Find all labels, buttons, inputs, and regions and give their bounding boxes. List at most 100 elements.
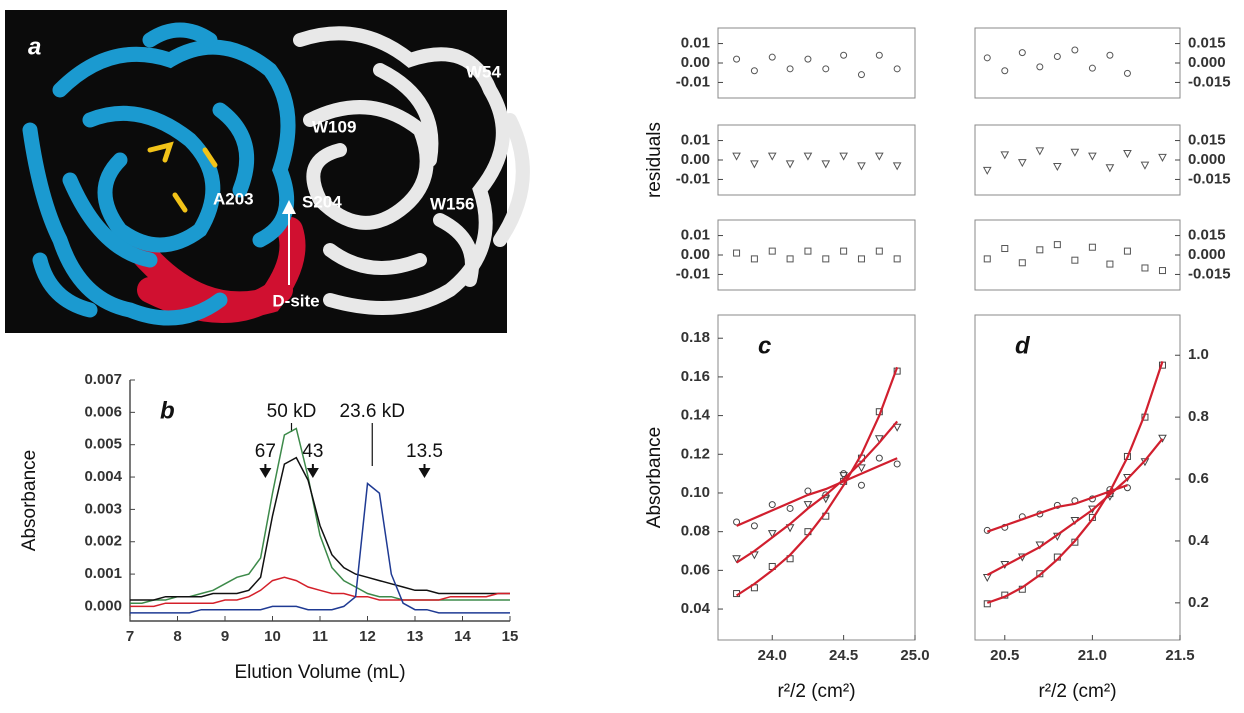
y-tick-label: 0.14 <box>681 407 711 424</box>
y-tick-label: 0.01 <box>681 227 710 244</box>
data-point <box>841 248 847 254</box>
plot-frame <box>718 315 915 640</box>
annotation: 13.5 <box>406 441 443 462</box>
plot-frame <box>718 125 915 195</box>
data-point <box>787 161 794 168</box>
data-point <box>1142 265 1148 271</box>
data-point <box>1036 148 1043 155</box>
y-tick-label: 0.000 <box>1188 246 1226 263</box>
data-point <box>787 66 793 72</box>
data-point <box>894 461 900 467</box>
data-point <box>984 55 990 61</box>
data-point <box>1106 165 1113 172</box>
axis-line <box>130 380 510 621</box>
fit-line <box>737 458 898 526</box>
annotation: 67 <box>255 441 276 462</box>
y-tick-label: -0.015 <box>1188 73 1231 90</box>
data-point <box>894 163 901 170</box>
data-point <box>734 56 740 62</box>
residue-label: S204 <box>302 192 342 211</box>
y-tick-label: 0.006 <box>84 403 122 420</box>
data-point <box>1054 163 1061 170</box>
y-tick-label: 0.01 <box>681 35 710 52</box>
x-tick-label: 21.0 <box>1078 647 1107 664</box>
y-tick-label: 0.001 <box>84 565 122 582</box>
panel-label: a <box>28 33 41 60</box>
y-tick-label: 0.2 <box>1188 594 1209 611</box>
plot-frame <box>975 28 1180 98</box>
y-tick-label: -0.015 <box>1188 265 1231 282</box>
data-point <box>751 256 757 262</box>
data-point <box>769 502 775 508</box>
y-tick-label: 0.000 <box>1188 54 1226 71</box>
x-tick-label: 7 <box>126 628 134 645</box>
data-point <box>876 455 882 461</box>
x-axis-label: Elution Volume (mL) <box>234 662 405 683</box>
x-tick-label: 12 <box>359 628 376 645</box>
fit-line <box>987 439 1162 575</box>
y-tick-label: 0.002 <box>84 533 122 550</box>
y-axis-label: Absorbance <box>644 427 665 528</box>
y-tick-label: 0.18 <box>681 329 710 346</box>
data-point <box>769 248 775 254</box>
data-point <box>841 52 847 58</box>
data-point <box>1072 257 1078 263</box>
data-point <box>823 66 829 72</box>
data-point <box>1089 244 1095 250</box>
data-point <box>894 256 900 262</box>
x-tick-label: 15 <box>502 628 519 645</box>
data-point <box>805 248 811 254</box>
x-tick-label: 24.5 <box>829 647 858 664</box>
y-tick-label: 0.00 <box>681 151 710 168</box>
plot-frame <box>975 125 1180 195</box>
y-tick-label: 0.000 <box>1188 151 1226 168</box>
y-axis-label: Absorbance <box>19 450 40 551</box>
fit-line <box>987 361 1162 603</box>
y-tick-label: 0.8 <box>1188 408 1209 425</box>
panel-label: b <box>160 397 175 424</box>
data-point <box>858 163 865 170</box>
data-point <box>805 56 811 62</box>
data-point <box>769 54 775 60</box>
data-point <box>984 167 991 174</box>
residuals-axis-label: residuals <box>644 122 665 198</box>
x-tick-label: 20.5 <box>990 647 1019 664</box>
data-point <box>1002 68 1008 74</box>
y-tick-label: 0.04 <box>681 600 711 617</box>
residue-label: W54 <box>466 62 502 81</box>
annotation-arrowhead <box>419 468 431 478</box>
data-point <box>1124 151 1131 158</box>
data-point <box>876 52 882 58</box>
data-point <box>1141 162 1148 169</box>
data-point <box>1107 52 1113 58</box>
y-tick-label: -0.015 <box>1188 170 1231 187</box>
y-tick-label: 0.4 <box>1188 532 1210 549</box>
data-point <box>1019 160 1026 167</box>
data-point <box>1001 152 1008 159</box>
site-label: D-site <box>272 291 319 310</box>
data-point <box>751 68 757 74</box>
data-point <box>1071 149 1078 156</box>
annotation-arrowhead <box>259 468 271 478</box>
plot-frame <box>718 220 915 290</box>
data-point <box>1072 47 1078 53</box>
plot-frame <box>975 315 1180 640</box>
x-tick-label: 10 <box>264 628 281 645</box>
x-axis-label: r²/2 (cm²) <box>1038 681 1116 702</box>
annotation: 43 <box>302 441 323 462</box>
residue-label: A203 <box>213 189 254 208</box>
y-tick-label: -0.01 <box>676 265 710 282</box>
data-point <box>1019 50 1025 56</box>
data-point <box>894 66 900 72</box>
figure: a W54 W109 A203 S204 W156 D-site residua… <box>0 0 1244 713</box>
y-tick-label: 1.0 <box>1188 346 1209 363</box>
data-point <box>1159 268 1165 274</box>
y-tick-label: 0.16 <box>681 368 710 385</box>
y-tick-label: 0.004 <box>84 468 122 485</box>
data-point <box>751 161 758 168</box>
data-point <box>1124 70 1130 76</box>
data-point <box>787 256 793 262</box>
panel-label: c <box>758 332 771 359</box>
data-point <box>1037 247 1043 253</box>
y-tick-label: 0.6 <box>1188 470 1209 487</box>
